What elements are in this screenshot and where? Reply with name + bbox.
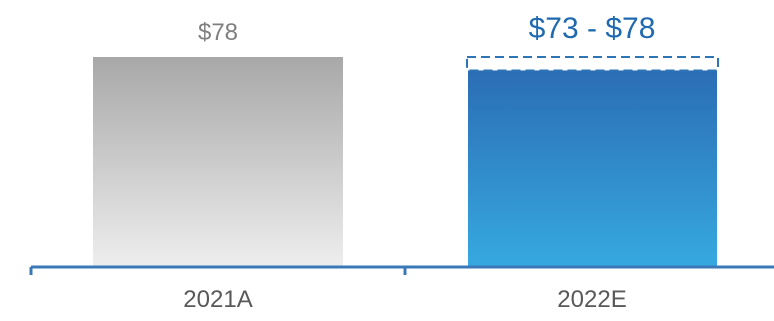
data-label-2022E: $73 - $78: [529, 12, 656, 45]
range-band-2022E: [467, 57, 718, 70]
axis-layer: [31, 267, 774, 275]
bars-layer: [93, 57, 718, 267]
x-tick-label-2021A: 2021A: [183, 286, 252, 313]
x-tick-label-2022E: 2022E: [557, 286, 626, 313]
bar-2021A: [93, 57, 343, 267]
bar-2022E: [468, 70, 717, 267]
data-label-2021A: $78: [198, 19, 238, 46]
